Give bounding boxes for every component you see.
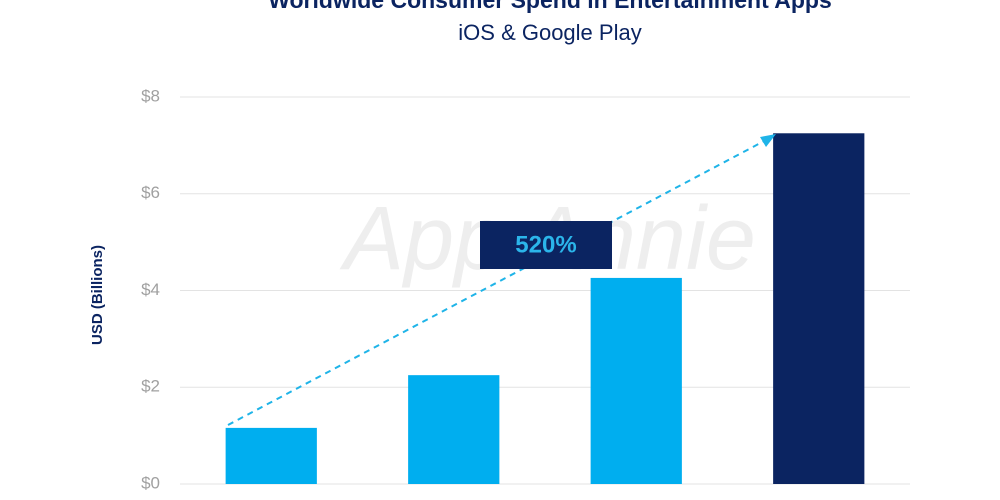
annotation-box: [480, 221, 612, 269]
annotation: 520%: [515, 231, 576, 258]
bar: [773, 133, 865, 484]
y-axis-label: USD (Billions): [89, 245, 106, 345]
y-tick-label: $2: [141, 377, 160, 396]
trend-arrow: [227, 138, 769, 426]
y-tick-label: $6: [141, 183, 160, 202]
bar: [590, 277, 682, 484]
plot-area: $0 $2 $4 $6 $8: [141, 86, 910, 492]
y-tick-label: $4: [141, 280, 160, 299]
chart-title: Worldwide Consumer Spend in Entertainmen…: [268, 0, 832, 13]
chart-subtitle: iOS & Google Play: [458, 20, 641, 45]
y-tick-label: $8: [141, 86, 160, 105]
y-tick-label: $0: [141, 473, 160, 492]
bar: [408, 375, 500, 484]
arrow-head: [760, 134, 776, 147]
bar: [225, 427, 317, 484]
